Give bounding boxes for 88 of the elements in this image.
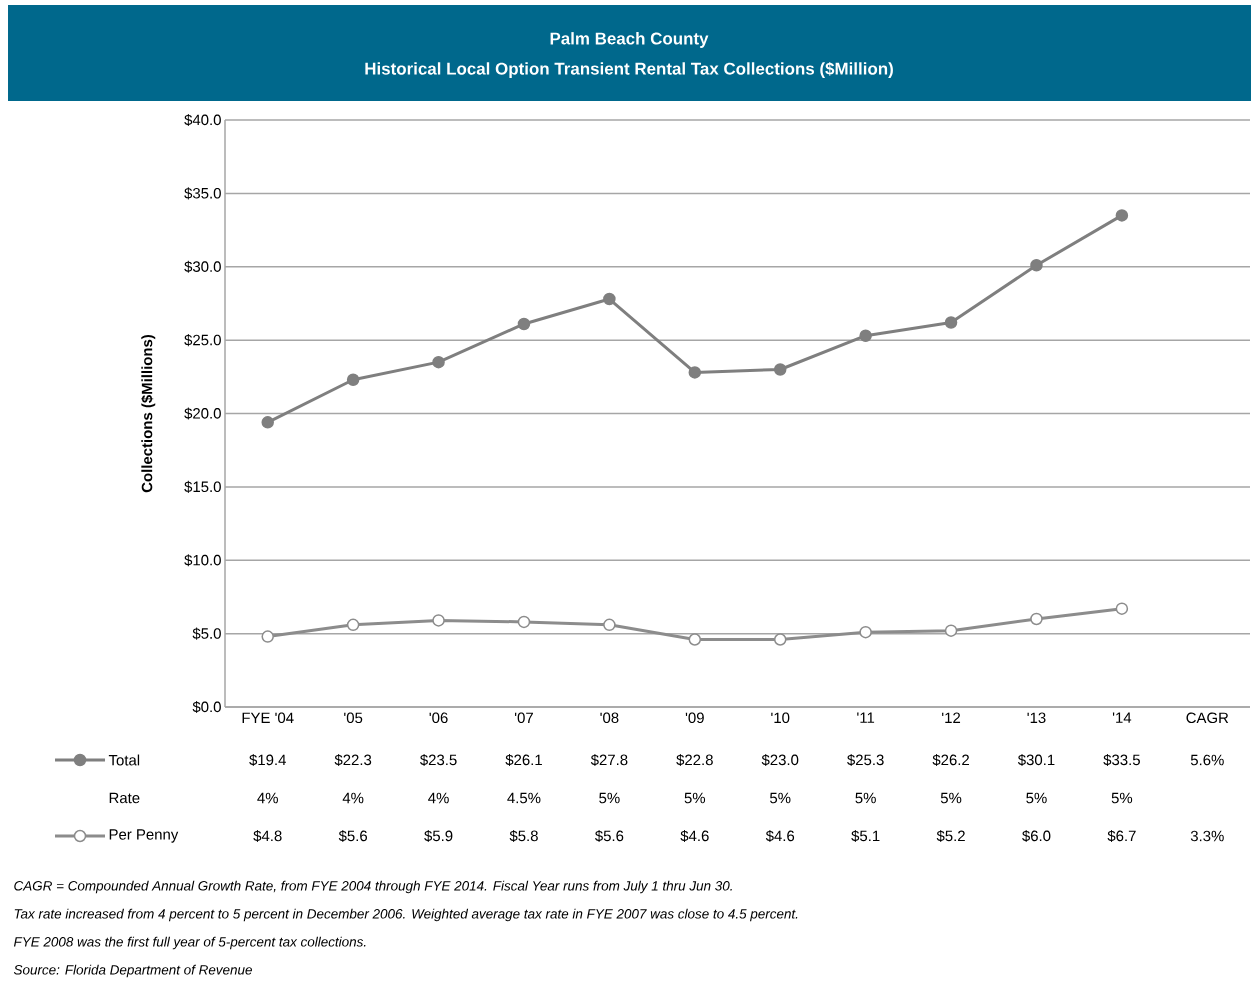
y-tick-label: $40.0 bbox=[184, 113, 221, 127]
y-tick-label: $20.0 bbox=[184, 407, 221, 420]
data-label: $5.6 bbox=[595, 829, 624, 843]
text: 3.3% bbox=[1190, 830, 1224, 842]
data-label: $5.9 bbox=[424, 829, 453, 843]
text: 5% bbox=[1111, 792, 1133, 804]
point bbox=[1030, 612, 1043, 626]
data-label: $23.0 bbox=[761, 753, 799, 767]
x-tick-label: '07 bbox=[514, 712, 533, 724]
point bbox=[346, 373, 360, 387]
x-tick-label: FYE '04 bbox=[242, 712, 294, 724]
point bbox=[773, 633, 787, 646]
point bbox=[1115, 209, 1129, 222]
x-tick-label: '12 bbox=[942, 712, 961, 723]
point bbox=[517, 317, 531, 331]
y-tick-label: $10.0 bbox=[184, 554, 221, 567]
point bbox=[603, 292, 616, 306]
data-label: $5.6 bbox=[338, 829, 368, 843]
data-label: $19.4 bbox=[249, 753, 286, 767]
point bbox=[517, 615, 531, 629]
point bbox=[603, 618, 616, 632]
data-label: $5.2 bbox=[936, 829, 965, 843]
y-tick-label: $25.0 bbox=[184, 334, 221, 347]
text: 5% bbox=[1026, 792, 1047, 804]
x-tick-label: '08 bbox=[600, 712, 619, 724]
data-label: $6.0 bbox=[1022, 829, 1051, 843]
text: 5% bbox=[599, 792, 620, 804]
y-tick-label: $5.0 bbox=[192, 627, 221, 640]
text: Tax rate increased from 4 percent to 5 percent in December 2006. Weighted average tax rate in FYE 2007 was close to 4.5 percent. bbox=[14, 908, 798, 922]
data-label: $26.1 bbox=[505, 753, 542, 767]
point bbox=[859, 329, 872, 342]
x-tick-label: '10 bbox=[771, 712, 790, 724]
text: 5% bbox=[770, 792, 791, 804]
point bbox=[261, 416, 274, 429]
x-tick-label: CAGR bbox=[1186, 712, 1229, 724]
data-label: $25.3 bbox=[847, 753, 884, 767]
text: Rate bbox=[109, 792, 140, 804]
point bbox=[1030, 259, 1043, 272]
point bbox=[432, 614, 445, 627]
x-tick-label: '14 bbox=[1112, 712, 1132, 723]
y-axis-title: Collections ($Millions) bbox=[141, 334, 156, 493]
legend-label: Total bbox=[108, 754, 140, 766]
point bbox=[944, 316, 958, 329]
y-tick-label: $15.0 bbox=[184, 480, 221, 493]
text: 5% bbox=[855, 792, 876, 804]
data-label: $22.3 bbox=[334, 753, 372, 767]
data-label: $4.6 bbox=[765, 829, 795, 843]
point bbox=[944, 624, 958, 637]
data-label: $22.8 bbox=[676, 753, 713, 767]
point bbox=[859, 625, 872, 639]
y-tick-label: $35.0 bbox=[184, 187, 221, 200]
text: 4% bbox=[342, 792, 364, 804]
data-label: $6.7 bbox=[1107, 829, 1136, 843]
x-tick-label: '11 bbox=[857, 712, 875, 723]
data-label: $23.5 bbox=[420, 753, 457, 767]
x-tick-label: '06 bbox=[429, 712, 448, 724]
x-tick-label: '05 bbox=[344, 712, 363, 724]
text: 4.5% bbox=[507, 792, 541, 804]
y-tick-label: $30.0 bbox=[184, 260, 221, 273]
text: FYE 2008 was the first full year of 5-percent tax collections. bbox=[13, 936, 366, 950]
data-label: $26.2 bbox=[932, 753, 969, 767]
legend-label: Per Penny bbox=[109, 829, 179, 843]
text: 4% bbox=[428, 792, 449, 804]
point bbox=[773, 363, 787, 376]
point bbox=[432, 355, 445, 369]
source-note: Source: Florida Department of Revenue bbox=[13, 964, 252, 978]
point bbox=[261, 630, 274, 643]
data-label: $4.8 bbox=[253, 829, 282, 843]
data-label: $27.8 bbox=[590, 753, 628, 767]
point bbox=[688, 633, 702, 646]
text: 5% bbox=[684, 792, 706, 804]
text: 5% bbox=[940, 792, 962, 804]
point bbox=[688, 366, 702, 379]
point bbox=[1115, 602, 1129, 615]
text: 4% bbox=[257, 792, 278, 804]
text: CAGR = Compounded Annual Growth Rate, from FYE 2004 through FYE 2014. Fiscal Year runs from July 1 thru Jun 30. bbox=[14, 880, 732, 894]
x-tick-label: '09 bbox=[685, 712, 704, 724]
data-label: $5.1 bbox=[851, 829, 880, 843]
text: 5.6% bbox=[1190, 754, 1224, 766]
data-label: $4.6 bbox=[680, 829, 709, 843]
x-tick-label: '13 bbox=[1027, 712, 1046, 724]
data-label: $5.8 bbox=[509, 829, 538, 843]
chart-title: Palm Beach County bbox=[550, 32, 709, 48]
data-label: $30.1 bbox=[1017, 753, 1055, 767]
chart-subtitle: Historical Local Option Transient Rental Tax Collections ($Million) bbox=[365, 61, 893, 79]
y-tick-label: $0.0 bbox=[192, 700, 221, 714]
data-label: $33.5 bbox=[1103, 753, 1140, 767]
point bbox=[346, 618, 360, 632]
